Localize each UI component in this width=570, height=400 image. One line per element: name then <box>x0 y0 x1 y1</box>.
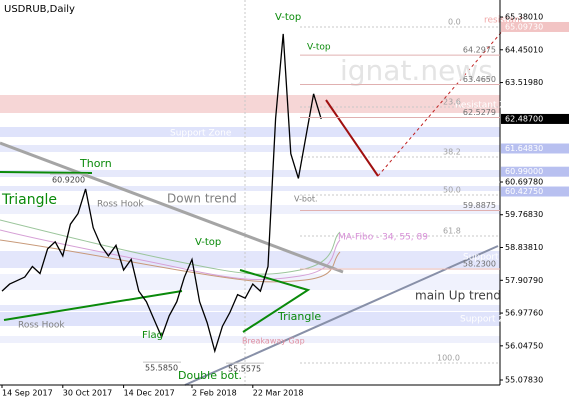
fibo-label: 50.0 <box>443 186 461 195</box>
annotation: Triangle <box>1 192 57 208</box>
level-label: 55.5575 <box>228 365 261 374</box>
chart-title: USDRUB,Daily <box>4 4 75 15</box>
y-tick-label: 58.83810 <box>505 243 543 252</box>
y-tick-label: 60.69780 <box>505 177 543 186</box>
annotation: resistant <box>484 16 524 26</box>
annotation: Thorn <box>79 157 112 170</box>
zones <box>0 95 500 343</box>
level-label: 55.5850 <box>145 364 178 373</box>
annotation: Flag <box>142 330 163 341</box>
y-tick-label: 57.90790 <box>505 276 543 285</box>
zone-label: support <box>492 176 527 186</box>
x-tick-label: 30 Oct 2017 <box>63 389 112 398</box>
annotation: Ross Hook <box>97 200 144 210</box>
x-tick-label: 22 Mar 2018 <box>253 389 304 398</box>
y-tick-label: 63.51980 <box>505 78 543 87</box>
y-tick-label: 59.76830 <box>505 210 543 219</box>
support-zone <box>0 336 500 343</box>
fibo-label: 0.0 <box>448 18 461 27</box>
level-label: 62.5279 <box>463 108 496 117</box>
x-tick-label: 2 Feb 2018 <box>192 389 237 398</box>
y-tick-label: 55.07830 <box>505 375 543 384</box>
price-tag <box>501 166 569 177</box>
price-tag-label: 60.99000 <box>505 167 543 176</box>
price-tag-label: 62.48700 <box>505 114 543 123</box>
fibo-label: 38.2 <box>443 148 461 157</box>
annotation: Breakaway Gap <box>242 337 305 346</box>
support-zone <box>0 251 500 268</box>
price-tag <box>501 186 569 197</box>
price-tag <box>501 113 569 124</box>
price-tag-label: 61.64830 <box>505 144 543 153</box>
level-label: 58.2300 <box>463 259 496 268</box>
projection-line <box>325 99 379 177</box>
y-tick-label: 64.45010 <box>505 45 543 54</box>
fibo-label: 23.6 <box>443 98 461 107</box>
x-tick-label: 14 Dec 2017 <box>124 389 175 398</box>
annotation: V-top <box>307 43 331 53</box>
level-label: 60.9200 <box>52 176 85 185</box>
down-trend-line <box>0 141 344 274</box>
y-tick-label: 56.97760 <box>505 309 543 318</box>
support-zone <box>0 170 500 177</box>
annotation: V-top <box>195 237 221 248</box>
support-zone <box>0 205 500 214</box>
annotation: Ross Hook <box>18 321 65 331</box>
annotation: Double bot. <box>178 369 242 382</box>
support-zone <box>0 312 500 326</box>
zone-label: Support Zone <box>463 253 525 263</box>
y-tick-label: 56.04750 <box>505 341 543 350</box>
x-tick-label: 14 Sep 2017 <box>2 389 53 398</box>
annotation: main Up trend <box>415 289 501 303</box>
price-tag-label: 65.09730 <box>505 22 543 31</box>
ma-line <box>0 219 341 275</box>
annotation: Triangle <box>277 310 321 323</box>
watermark: ignat.news <box>340 54 493 87</box>
resistance-zone <box>0 95 500 113</box>
projection-line <box>377 27 506 177</box>
triangle-line <box>3 290 183 321</box>
fibo-label: 100.0 <box>437 354 460 363</box>
price-tag <box>501 21 569 32</box>
zone-label: Support Zone <box>170 129 232 139</box>
fibo-label: 61.8 <box>443 227 461 236</box>
annotation: V-bot. <box>294 195 318 204</box>
level-label: 64.2975 <box>463 46 496 55</box>
annotation: Down trend <box>167 192 237 206</box>
level-label: 63.4650 <box>463 75 496 84</box>
thorn-line <box>0 171 93 174</box>
annotation: V-top <box>275 12 301 23</box>
ma-line <box>0 239 341 283</box>
support-zone <box>0 145 500 152</box>
y-tick-label: 65.38010 <box>505 13 543 22</box>
zone-label: Resistant Zone <box>455 101 523 111</box>
support-zone <box>0 305 500 311</box>
annotation: MA-Fibo - 34, 55, 89 <box>338 233 428 243</box>
zone-label: Support Zone <box>460 315 522 325</box>
price-tag <box>501 143 569 154</box>
price-line <box>1 33 322 354</box>
support-zone <box>0 274 500 290</box>
annotations: ignat.news V-top V-top V-top Thorn Trian… <box>1 12 527 382</box>
price-tag-label: 60.42750 <box>505 187 543 196</box>
support-zone <box>0 127 500 137</box>
triangle-line <box>239 269 311 333</box>
support-zone <box>0 186 500 191</box>
plot <box>1 33 322 354</box>
level-label: 59.8875 <box>463 201 496 210</box>
fibo-lines <box>244 0 500 385</box>
